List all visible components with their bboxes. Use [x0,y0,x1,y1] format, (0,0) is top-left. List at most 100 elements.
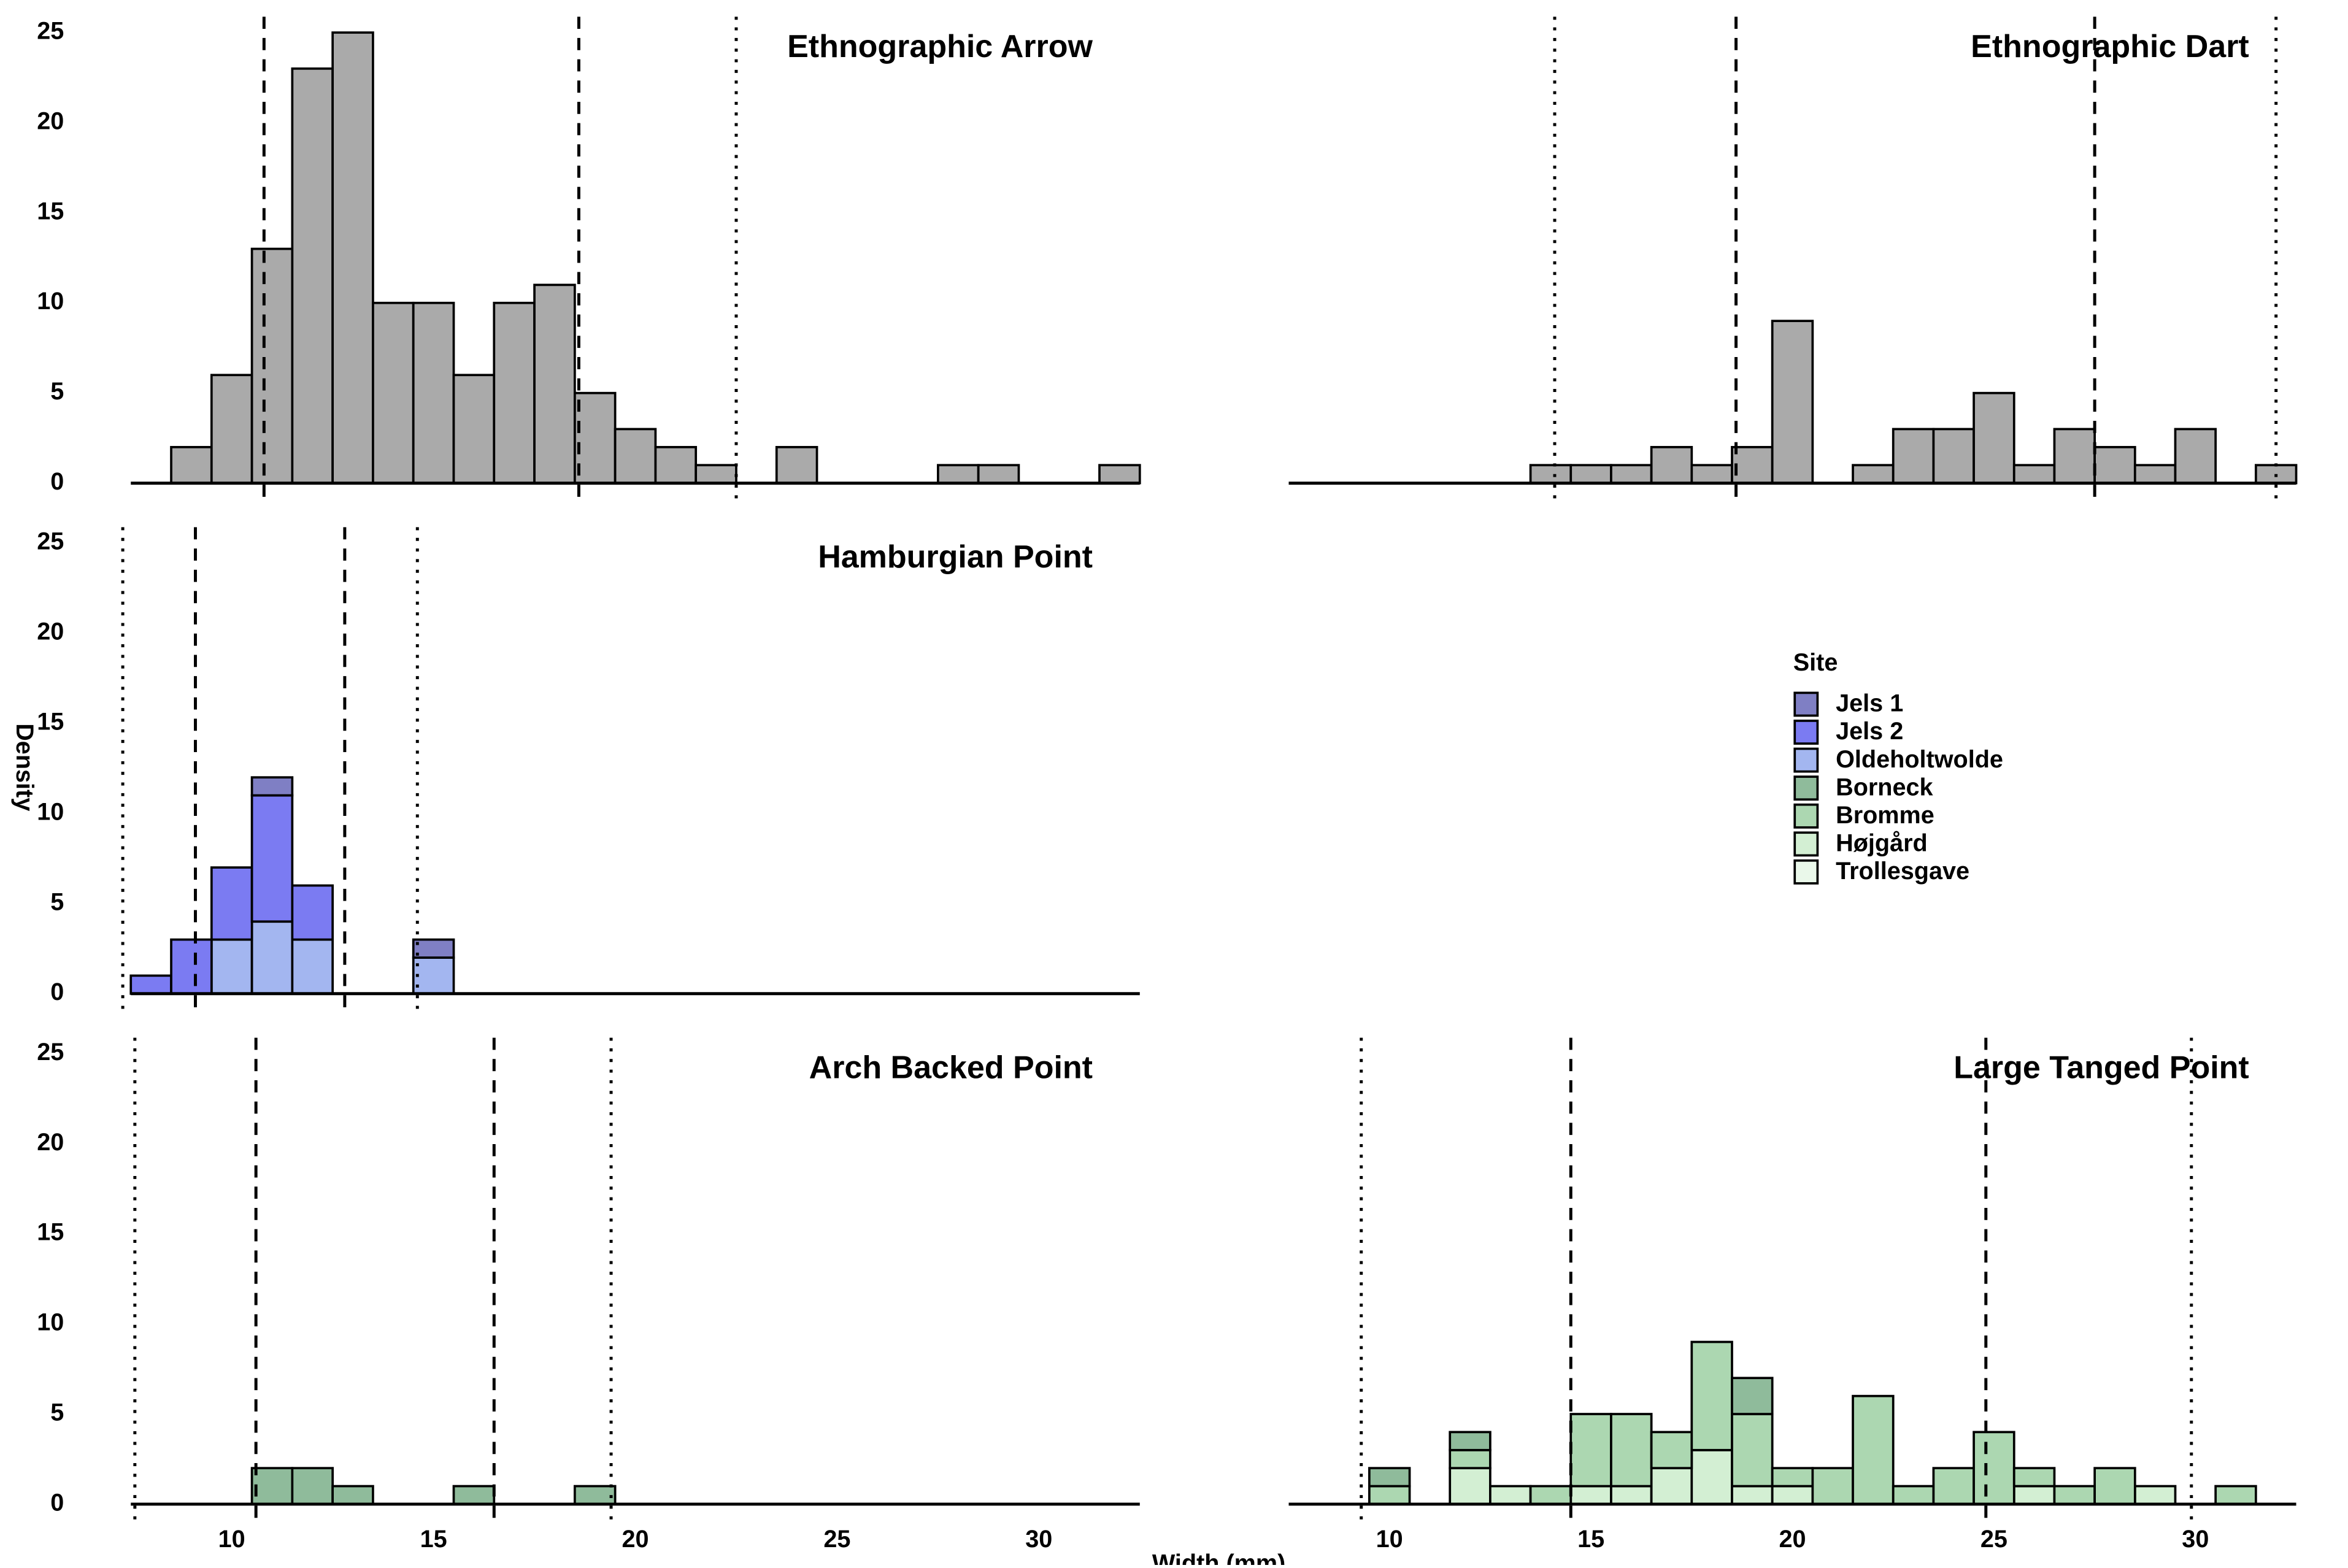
x-tick-label: 10 [1376,1526,1403,1553]
bar [1368,1467,1411,1488]
y-tick-label: 25 [37,18,64,45]
bar [250,794,294,923]
bar [331,31,374,485]
bar [210,866,253,941]
bar [1489,1485,1532,1505]
x-tick-label: 20 [622,1526,649,1553]
bar [129,974,172,995]
bar [2053,428,2096,485]
x-tick-label: 25 [1980,1526,2007,1553]
bar [775,445,818,485]
legend-swatch [1793,691,1819,717]
y-tick-label: 20 [37,1129,64,1156]
x-tick-label: 15 [420,1526,447,1553]
y-tick-label: 5 [50,378,64,405]
y-tick-label: 15 [37,198,64,225]
x-tick-label: 25 [823,1526,850,1553]
legend-swatch [1793,720,1819,745]
bar [452,1485,496,1505]
y-tick-label: 5 [50,1399,64,1426]
legend-label: Trollesgave [1836,858,1969,885]
bar [2214,1485,2257,1505]
panel-title: Arch Backed Point [809,1050,1093,1085]
bar [1449,1467,1492,1505]
bar [2093,445,2136,485]
bar [1771,1467,1814,1488]
panel-title: Large Tanged Point [1953,1050,2249,1085]
bar [1650,1467,1693,1505]
bar [250,920,294,995]
x-tick-label: 30 [1025,1526,1052,1553]
bar [1610,1413,1653,1488]
bar [2012,1467,2056,1488]
bar [695,464,737,485]
y-tick-label: 25 [37,528,64,555]
bar [654,445,698,485]
bar [1771,320,1814,485]
bar [291,938,334,995]
y-axis-label: Density [11,723,38,811]
bar [1449,1431,1492,1451]
bar [1852,464,1895,485]
bar [1892,1485,1935,1505]
bar [412,956,455,995]
bar [1973,1431,2015,1505]
legend-swatch [1793,859,1819,885]
x-tick-label: 20 [1779,1526,1806,1553]
bar [372,301,415,485]
bar [1610,464,1653,485]
x-axis-label: Width (mm) [1152,1550,1285,1565]
y-tick-label: 20 [37,618,64,645]
bar [1650,1431,1693,1470]
bar [1610,1485,1653,1505]
bar [210,374,253,485]
bar [977,464,1020,485]
bar [573,391,617,485]
bar [412,938,455,959]
bar [170,938,213,995]
bar [250,247,294,485]
legend-swatch [1793,803,1819,829]
bar [1529,464,1572,485]
bar [1569,1413,1612,1488]
bar [2012,464,2056,485]
bar [291,67,334,485]
legend-label: Bromme [1836,802,1934,829]
y-tick-label: 15 [37,709,64,736]
bar [412,301,455,485]
bar [1932,1467,1975,1505]
bar [1690,1448,1733,1505]
bar [2133,464,2177,485]
y-tick-label: 15 [37,1219,64,1246]
panel-title: Ethnographic Dart [1971,29,2249,64]
bar [1811,1467,1854,1505]
bar [1771,1485,1814,1505]
legend-swatch [1793,775,1819,801]
bar [1368,1485,1411,1505]
bar [1569,464,1612,485]
bar [1690,1340,1733,1451]
legend-label: Borneck [1836,774,1933,801]
y-tick-label: 25 [37,1039,64,1066]
bar [331,1485,374,1505]
bar [1650,445,1693,485]
legend-swatch [1793,747,1819,773]
bar [493,301,536,485]
bar [1932,428,1975,485]
bar [1569,1485,1612,1505]
bar [1892,428,1935,485]
legend-swatch [1793,831,1819,857]
bar [1529,1485,1572,1505]
bar [2012,1485,2056,1505]
bar [250,1467,294,1505]
bar [1852,1394,1895,1505]
bar [2093,1467,2136,1505]
bar [573,1485,617,1505]
bar [1690,464,1733,485]
bar [1098,464,1141,485]
bar [250,776,294,797]
bar [2174,428,2217,485]
bar [1731,1413,1774,1488]
y-tick-label: 20 [37,107,64,134]
